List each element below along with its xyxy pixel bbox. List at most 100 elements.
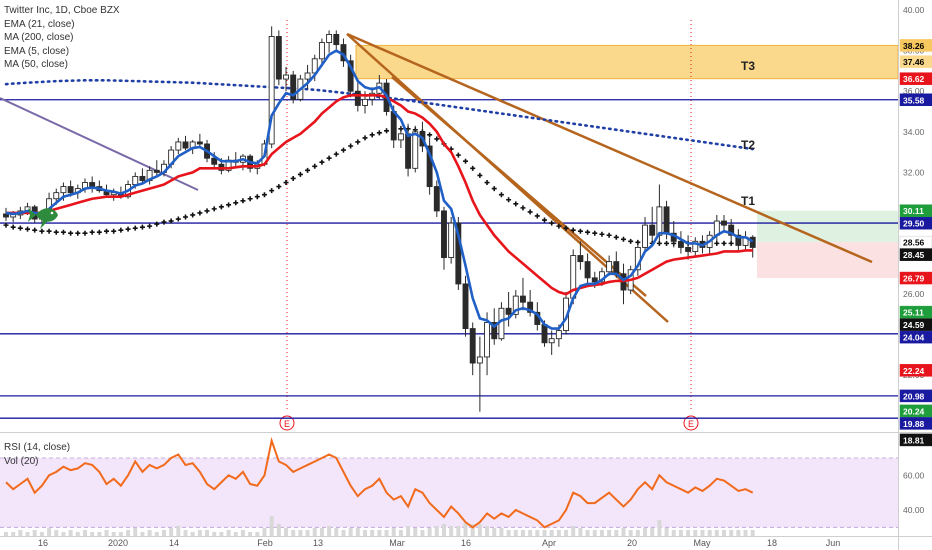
ma50-point (319, 159, 325, 165)
volume-bar (298, 530, 303, 536)
volume-bar (441, 524, 446, 536)
ma50-point (305, 167, 311, 173)
price-label-box (899, 55, 932, 68)
ma50-point (728, 240, 734, 246)
ma50-point (183, 214, 188, 220)
ma50-point (312, 163, 318, 169)
ma50-point (125, 226, 131, 232)
candle-body (512, 295, 519, 315)
volume-bar (11, 532, 16, 536)
price-label-text: 29.50 (903, 219, 925, 229)
ma50-point (3, 222, 9, 228)
volume-bar (377, 530, 382, 536)
price-label-box (899, 330, 932, 344)
legend-ema21[interactable]: EMA (21, close) (4, 18, 75, 30)
candle-body (484, 322, 491, 358)
volume-bar (650, 528, 655, 536)
ma50-point (585, 229, 591, 235)
ma50-point (46, 228, 52, 234)
volume-bar (140, 532, 145, 536)
target-label: T3 (741, 59, 755, 73)
ma50-point (17, 225, 23, 231)
ma50-point (620, 236, 626, 242)
volume-bar (585, 530, 590, 536)
price-label-box (899, 204, 932, 217)
ma50-point (154, 221, 160, 227)
volume-bar (219, 532, 224, 536)
volume-bar (255, 532, 260, 536)
time-tick-label: 16 (38, 538, 48, 548)
price-tick-label: 34.00 (903, 127, 925, 137)
earnings-icon (683, 415, 699, 431)
volume-bar (722, 530, 726, 536)
candle-body (347, 60, 354, 92)
fish-body (36, 208, 58, 222)
candle-body (405, 133, 412, 169)
ma50-point (161, 219, 167, 225)
legend-ma200[interactable]: MA (200, close) (4, 32, 74, 43)
trendline-left (0, 97, 199, 191)
legend-rsi[interactable]: RSI (14, close) (4, 442, 71, 453)
legend-ema5[interactable]: EMA (5, close) (4, 45, 70, 57)
ma50-point (455, 152, 461, 158)
volume-bar (61, 532, 66, 536)
ma50-point (333, 151, 339, 157)
time-tick-label: 14 (169, 538, 179, 548)
ma50-point (384, 128, 390, 134)
volume-bar (571, 526, 576, 536)
trend-lines (0, 32, 873, 323)
legend-ma50[interactable]: MA (50, close) (4, 59, 68, 70)
price-tick-label: 40.00 (903, 5, 925, 15)
volume-bar (513, 530, 518, 536)
volume-bar (427, 528, 432, 536)
ma50-point (204, 208, 210, 214)
candle-body (476, 356, 483, 364)
ma50-point (563, 225, 569, 231)
fish-fin (40, 218, 48, 229)
volume-bar (305, 530, 310, 536)
candle-body (642, 224, 648, 248)
volume-bar (212, 532, 217, 536)
candle-body (304, 72, 311, 80)
volume-bar (118, 532, 123, 536)
volume-bar (528, 530, 533, 536)
candle-body (520, 295, 526, 303)
rsi-legend: RSI (14, close) Vol (20) (4, 441, 70, 468)
volume-bar (32, 530, 37, 536)
time-tick-label: Apr (542, 538, 556, 548)
ma50-point (498, 192, 504, 198)
volume-bar (327, 526, 332, 536)
price-label-text: 36.62 (903, 74, 925, 84)
ma50-point (513, 201, 519, 207)
ma50-point (491, 186, 497, 192)
volume-bar (542, 530, 547, 536)
ma50-point (218, 204, 224, 210)
ma50-point (290, 175, 296, 181)
volume-bar (743, 530, 748, 536)
ma50-point (68, 230, 74, 236)
ma50-point (89, 229, 95, 235)
candle-body (656, 206, 663, 236)
candle-body (211, 157, 218, 165)
candle-body (390, 111, 397, 141)
earnings-icon (279, 415, 295, 431)
volume-bar (549, 530, 554, 536)
volume-bar (700, 530, 705, 536)
volume-bar (398, 530, 403, 536)
legend-vol[interactable]: Vol (20) (4, 455, 39, 467)
volume-bar (226, 530, 231, 536)
rsi-line (5, 436, 754, 529)
volume-bar (205, 530, 210, 536)
candle-body (182, 141, 189, 149)
price-label-box (899, 404, 932, 418)
volume-bar (384, 530, 389, 536)
symbol-title[interactable]: Twitter Inc, 1D, Cboe BZX (4, 5, 120, 16)
volume-bar (621, 528, 626, 536)
volume-bar (456, 526, 461, 536)
time-tick-label: 18 (767, 538, 777, 548)
price-label-box (899, 39, 932, 52)
candle-body (728, 224, 735, 236)
volume-bar (499, 528, 504, 536)
